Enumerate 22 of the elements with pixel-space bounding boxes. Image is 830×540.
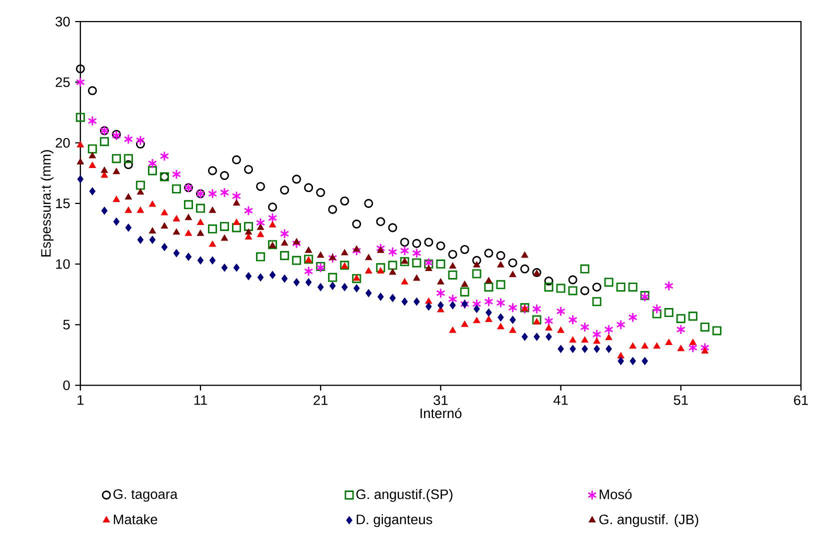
y-tick-label: 0 — [63, 380, 70, 390]
y-tick-label: 10 — [56, 259, 70, 269]
x-tick-label: 1 — [78, 395, 84, 405]
y-tick-label: 20 — [56, 138, 70, 148]
y-tick-label: 30 — [56, 16, 70, 26]
legend-label: G. tagoara — [113, 489, 178, 502]
x-tick-label: 51 — [674, 395, 688, 405]
y-axis-title: Espessura:t (mm) — [40, 150, 54, 256]
x-tick-label: 21 — [314, 395, 328, 405]
legend-label: G. angustif. (JB) — [599, 514, 698, 527]
legend-label: D. giganteus — [356, 514, 432, 527]
x-tick-label: 11 — [194, 395, 207, 405]
x-tick-label: 31 — [434, 395, 448, 405]
legend-label: Mosó — [600, 488, 632, 500]
y-tick-label: 15 — [56, 198, 70, 208]
x-axis-title: Internó — [420, 408, 462, 418]
y-tick-label: 5 — [63, 320, 70, 330]
x-tick-label: 41 — [553, 395, 568, 405]
x-tick-label: 61 — [794, 395, 808, 405]
legend-label: Matake — [114, 514, 158, 524]
legend-label: G. angustif.(SP) — [356, 488, 452, 502]
y-tick-label: 25 — [56, 77, 70, 87]
